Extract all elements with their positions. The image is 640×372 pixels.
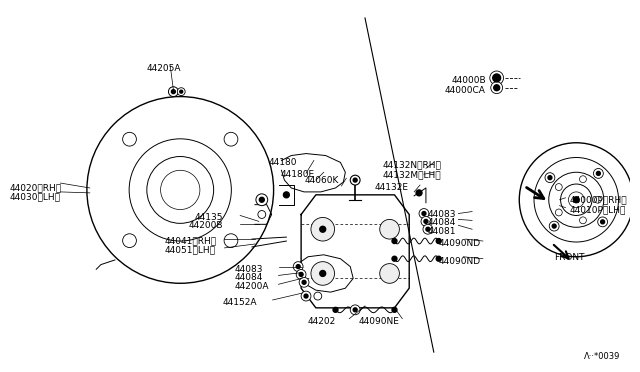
Circle shape bbox=[311, 218, 335, 241]
Circle shape bbox=[416, 190, 422, 196]
Text: 44200A: 44200A bbox=[234, 282, 269, 291]
Circle shape bbox=[168, 87, 179, 97]
Circle shape bbox=[436, 256, 441, 261]
Text: 44132M〈LH〉: 44132M〈LH〉 bbox=[383, 170, 442, 179]
Text: 44180: 44180 bbox=[269, 158, 297, 167]
Text: 44202: 44202 bbox=[308, 317, 336, 326]
Text: 44000B: 44000B bbox=[451, 76, 486, 85]
Text: 44010P〈LH〉: 44010P〈LH〉 bbox=[570, 206, 626, 215]
Circle shape bbox=[296, 264, 300, 269]
Circle shape bbox=[380, 264, 399, 283]
Text: 44081: 44081 bbox=[428, 227, 456, 236]
Circle shape bbox=[595, 196, 602, 203]
Circle shape bbox=[573, 197, 579, 203]
Text: FRONT: FRONT bbox=[554, 253, 584, 262]
Text: 44083: 44083 bbox=[234, 264, 263, 274]
Circle shape bbox=[421, 217, 431, 226]
Text: Λ··*0039: Λ··*0039 bbox=[584, 352, 621, 361]
Circle shape bbox=[601, 220, 605, 224]
Circle shape bbox=[422, 212, 426, 215]
Circle shape bbox=[320, 226, 326, 232]
Circle shape bbox=[224, 132, 238, 146]
Circle shape bbox=[552, 224, 556, 228]
Circle shape bbox=[579, 217, 586, 224]
Circle shape bbox=[556, 209, 562, 216]
Circle shape bbox=[172, 90, 175, 94]
Circle shape bbox=[180, 90, 182, 93]
Text: 44084: 44084 bbox=[428, 218, 456, 227]
Text: 44000P〈RH〉: 44000P〈RH〉 bbox=[570, 196, 627, 205]
Text: 44135: 44135 bbox=[195, 212, 223, 222]
Circle shape bbox=[392, 238, 397, 244]
Text: 44152A: 44152A bbox=[223, 298, 257, 307]
Circle shape bbox=[493, 85, 500, 91]
Circle shape bbox=[256, 194, 268, 206]
Circle shape bbox=[380, 219, 399, 239]
Circle shape bbox=[224, 234, 238, 247]
Circle shape bbox=[490, 71, 504, 85]
Circle shape bbox=[436, 238, 441, 244]
Circle shape bbox=[350, 175, 360, 185]
Text: 44132N〈RH〉: 44132N〈RH〉 bbox=[383, 160, 442, 170]
Circle shape bbox=[314, 292, 322, 300]
Circle shape bbox=[392, 256, 397, 261]
Circle shape bbox=[598, 217, 607, 227]
Circle shape bbox=[596, 171, 600, 175]
Circle shape bbox=[320, 270, 326, 276]
Circle shape bbox=[353, 178, 357, 182]
Text: 44020〈RH〉: 44020〈RH〉 bbox=[9, 183, 61, 192]
Circle shape bbox=[296, 270, 306, 279]
Circle shape bbox=[423, 224, 433, 234]
Text: 44200B: 44200B bbox=[188, 221, 223, 230]
Circle shape bbox=[293, 262, 303, 272]
Text: 44051〈LH〉: 44051〈LH〉 bbox=[164, 245, 216, 254]
Circle shape bbox=[491, 82, 502, 94]
Text: 44041〈RH〉: 44041〈RH〉 bbox=[164, 236, 217, 245]
Text: 44180E: 44180E bbox=[280, 170, 315, 179]
Circle shape bbox=[549, 221, 559, 231]
Circle shape bbox=[123, 234, 136, 247]
Text: 44060K: 44060K bbox=[304, 176, 339, 185]
Circle shape bbox=[177, 88, 185, 96]
Circle shape bbox=[284, 192, 289, 198]
Circle shape bbox=[301, 291, 311, 301]
Text: 44000CA: 44000CA bbox=[445, 86, 486, 95]
Circle shape bbox=[299, 278, 309, 287]
Circle shape bbox=[302, 280, 306, 284]
Circle shape bbox=[258, 211, 266, 218]
Circle shape bbox=[311, 262, 335, 285]
Circle shape bbox=[392, 307, 397, 312]
Text: 44205A: 44205A bbox=[147, 64, 181, 73]
Text: 44030〈LH〉: 44030〈LH〉 bbox=[9, 192, 60, 201]
Circle shape bbox=[493, 74, 500, 82]
Circle shape bbox=[424, 219, 428, 223]
Text: 44084: 44084 bbox=[234, 273, 262, 282]
Circle shape bbox=[304, 294, 308, 298]
Circle shape bbox=[579, 176, 586, 183]
Circle shape bbox=[353, 308, 357, 312]
Text: 44083: 44083 bbox=[428, 209, 456, 219]
Circle shape bbox=[545, 173, 555, 183]
Circle shape bbox=[259, 197, 264, 202]
Circle shape bbox=[593, 169, 604, 178]
Circle shape bbox=[556, 184, 562, 190]
Circle shape bbox=[419, 209, 429, 218]
Text: 44090NE: 44090NE bbox=[358, 317, 399, 326]
Circle shape bbox=[333, 307, 338, 312]
Circle shape bbox=[426, 227, 430, 231]
Circle shape bbox=[299, 272, 303, 276]
Circle shape bbox=[123, 132, 136, 146]
Text: 44090ND: 44090ND bbox=[438, 239, 481, 248]
Text: 44090ND: 44090ND bbox=[438, 257, 481, 266]
Circle shape bbox=[548, 176, 552, 180]
Circle shape bbox=[350, 305, 360, 315]
Text: 44132E: 44132E bbox=[375, 183, 409, 192]
